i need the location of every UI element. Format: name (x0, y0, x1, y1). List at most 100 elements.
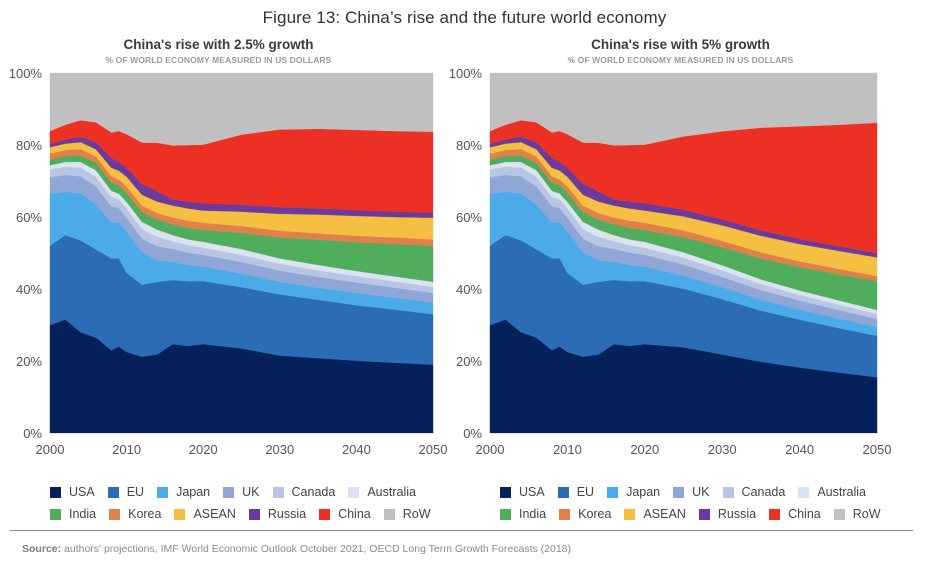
y-tick-label: 20% (456, 354, 482, 369)
legend-item-row: RoW (383, 507, 431, 521)
legend-label: Canada (291, 485, 336, 499)
x-tick-label: 2020 (189, 442, 218, 457)
legend-item-australia: Australia (348, 485, 416, 499)
legend-label: EU (576, 485, 595, 499)
legend-label: Australia (367, 485, 416, 499)
legend-label: India (69, 507, 97, 521)
legend-swatch (607, 486, 619, 498)
chart-subtitle: % OF WORLD ECONOMY MEASURED IN US DOLLAR… (567, 55, 794, 65)
legend-label: Japan (176, 485, 211, 499)
x-tick-label: 2020 (630, 442, 659, 457)
legend-row: USA EU Japan UK Canada Australia (500, 481, 894, 503)
chart-subtitle: % OF WORLD ECONOMY MEASURED IN US DOLLAR… (105, 55, 332, 65)
legend: USA EU Japan UK Canada Australia India Korea ASE… (500, 481, 894, 525)
x-tick-label: 2000 (36, 442, 65, 457)
legend-label: USA (69, 485, 95, 499)
y-tick-label: 0% (463, 426, 482, 441)
legend-item-usa: USA (50, 485, 95, 499)
legend-label: Korea (578, 507, 612, 521)
legend-swatch (557, 486, 569, 498)
legend-item-india: India (500, 507, 546, 521)
legend-item-china: China (769, 507, 821, 521)
x-tick-label: 2010 (553, 442, 582, 457)
source-label: Source: (22, 543, 62, 555)
source-note: Source: authors' projections, IMF World … (22, 543, 571, 555)
legend-swatch (272, 486, 284, 498)
x-tick-label: 2040 (785, 442, 814, 457)
legend-item-eu: EU (107, 485, 145, 499)
legend-label: Russia (267, 507, 307, 521)
stacked-area-chart: 0% 20% 40% 60% 80% 100% 2000 2010 2020 2030 2040 20… (449, 66, 892, 457)
legend-item-korea: Korea (559, 507, 611, 521)
legend-swatch (673, 486, 685, 498)
legend-label: UK (242, 485, 260, 499)
stacked-area-chart: 0% 20% 40% 60% 80% 100% 2000 2010 2020 2030 2040 20… (9, 66, 448, 457)
legend-swatch (248, 508, 260, 520)
legend-swatch (383, 508, 395, 520)
y-tick-label: 40% (456, 282, 482, 297)
legend-item-australia: Australia (798, 485, 866, 499)
legend-swatch (50, 508, 61, 520)
y-tick-label: 40% (16, 282, 42, 297)
legend-swatch (833, 508, 845, 520)
legend-swatch (624, 508, 636, 520)
y-tick-label: 60% (456, 210, 482, 225)
x-tick-label: 2040 (342, 442, 371, 457)
legend-label: Korea (128, 507, 162, 521)
legend-item-japan: Japan (157, 485, 210, 499)
legend-item-eu: EU (557, 485, 595, 499)
legend-label: Russia (717, 507, 757, 521)
legend-swatch (50, 486, 61, 498)
legend-swatch (500, 486, 511, 498)
legend-swatch (174, 508, 186, 520)
legend-row: India Korea ASEAN Russia China RoW (500, 503, 894, 525)
legend-item-russia: Russia (248, 507, 307, 521)
legend-item-japan: Japan (607, 485, 660, 499)
figure-title: Figure 13: China’s rise and the future w… (262, 8, 667, 27)
chart-title: China's rise with 5% growth (591, 37, 770, 52)
legend-item-india: India (50, 507, 96, 521)
legend-swatch (698, 508, 710, 520)
divider (10, 530, 913, 531)
legend-label: USA (519, 485, 545, 499)
y-tick-label: 0% (23, 426, 42, 441)
legend-item-asean: ASEAN (624, 507, 686, 521)
legend: USA EU Japan UK Canada Australia India Korea ASE… (50, 481, 444, 525)
legend-label: Japan (626, 485, 661, 499)
area-layers (49, 72, 434, 434)
x-tick-label: 2010 (112, 442, 141, 457)
y-tick-label: 20% (16, 354, 42, 369)
legend-swatch (319, 508, 331, 520)
legend-swatch (107, 486, 119, 498)
x-tick-label: 2000 (476, 442, 505, 457)
legend-item-canada: Canada (722, 485, 786, 499)
y-tick-label: 80% (456, 138, 482, 153)
legend-swatch (157, 486, 169, 498)
y-tick-label: 100% (9, 66, 43, 81)
legend-item-canada: Canada (272, 485, 336, 499)
legend-item-korea: Korea (109, 507, 161, 521)
legend-label: RoW (402, 507, 431, 521)
legend-swatch (348, 486, 360, 498)
y-tick-label: 60% (16, 210, 42, 225)
legend-swatch (798, 486, 810, 498)
legend-label: Canada (741, 485, 786, 499)
legend-item-uk: UK (223, 485, 260, 499)
y-tick-label: 100% (449, 66, 483, 81)
legend-label: EU (126, 485, 145, 499)
legend-item-row: RoW (833, 507, 881, 521)
chart-panel-2-5-percent: China's rise with 2.5% growth % OF WORLD… (0, 0, 465, 525)
area-row (489, 72, 878, 146)
x-tick-label: 2050 (863, 442, 892, 457)
area-layers (489, 72, 878, 434)
legend-item-usa: USA (500, 485, 545, 499)
x-tick-label: 2050 (419, 442, 448, 457)
x-tick-label: 2030 (265, 442, 294, 457)
legend-label: RoW (852, 507, 881, 521)
legend-swatch (223, 486, 235, 498)
area-row (49, 72, 434, 146)
x-tick-label: 2030 (708, 442, 737, 457)
legend-label: UK (692, 485, 710, 499)
legend-item-asean: ASEAN (174, 507, 236, 521)
legend-label: ASEAN (643, 507, 686, 521)
